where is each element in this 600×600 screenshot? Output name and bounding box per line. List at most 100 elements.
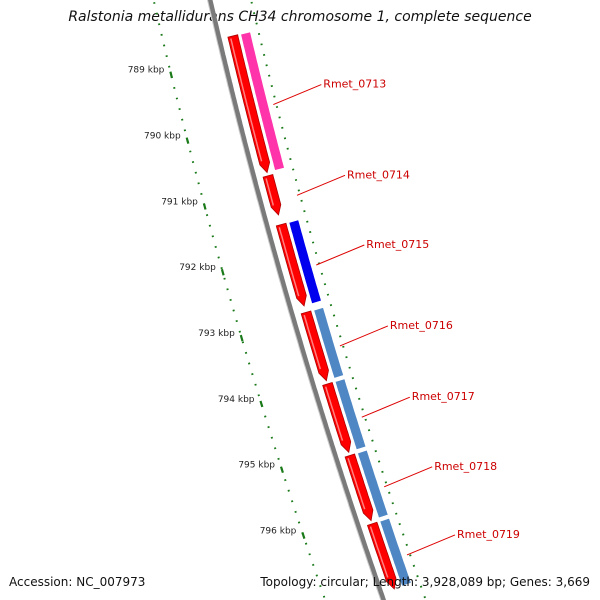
gc-dot — [267, 426, 270, 429]
gene-arrow-highlight — [347, 458, 366, 510]
topology-label: Topology: circular; Length: 3,928,089 bp… — [260, 575, 590, 589]
gene-label: Rmet_0718 — [434, 460, 497, 473]
gc-dot — [342, 345, 345, 348]
feature-bar — [313, 306, 345, 379]
gc-dot — [351, 377, 355, 380]
gene-arrow-highlight — [278, 227, 300, 297]
gc-dot — [251, 373, 254, 376]
chromosome-backbone — [207, 0, 387, 600]
gene-arrow — [262, 173, 282, 216]
gc-dot — [232, 309, 235, 312]
scale-tick-label: 794 kbp — [218, 395, 255, 405]
gene-arrow-highlight — [303, 314, 322, 370]
backbone-line — [207, 0, 387, 600]
scale-tick-label: 789 kbp — [128, 66, 165, 76]
gene-label: Rmet_0719 — [457, 528, 520, 541]
gc-dot — [319, 584, 322, 588]
scale-tick-label: 792 kbp — [179, 263, 216, 273]
gc-dot — [364, 418, 367, 421]
gene-labels: Rmet_0713 Rmet_0714 Rmet_0715 Rmet_0716 Rmet… — [273, 78, 520, 556]
gc-dot — [244, 351, 248, 354]
gc-dot — [367, 429, 371, 432]
scale-tick-label: 795 kbp — [238, 461, 275, 471]
gene-arrow-highlight — [230, 38, 263, 162]
gc-dot — [412, 564, 416, 567]
gene-leader-line — [316, 244, 365, 266]
gene-label: Rmet_0713 — [323, 78, 386, 91]
gc-dot — [304, 542, 308, 545]
gc-dot — [374, 450, 377, 453]
scale-tick — [220, 268, 225, 276]
outer-gc-track — [250, 1, 426, 599]
gc-dot — [205, 214, 209, 217]
gene-leader-line — [406, 534, 456, 556]
gc-dot — [339, 335, 342, 338]
gene-leader-line — [384, 466, 433, 488]
gc-dot — [322, 595, 326, 598]
gc-dot — [377, 460, 381, 463]
gc-dot — [254, 383, 257, 386]
gene-label: Rmet_0717 — [412, 390, 475, 403]
gc-dot — [226, 288, 229, 291]
feature-bar — [240, 31, 285, 171]
feature-bar — [379, 517, 412, 587]
feature-bar — [334, 378, 367, 451]
gc-dot — [388, 491, 391, 494]
feature-bar — [288, 219, 322, 305]
gc-dot — [277, 457, 280, 460]
gc-dot — [419, 585, 423, 588]
gc-dot — [332, 314, 336, 317]
gc-dot — [311, 563, 315, 567]
gc-dot — [381, 470, 384, 473]
feature-bar — [357, 449, 389, 519]
scale-tick — [169, 71, 173, 79]
scale-tick-label: 791 kbp — [161, 197, 198, 207]
gc-dot — [217, 256, 220, 259]
backbone-edge — [207, 0, 382, 600]
gc-dot — [371, 439, 374, 442]
gene-leader-line — [361, 396, 410, 418]
gc-dot — [264, 415, 267, 418]
gc-dot — [409, 554, 412, 557]
accession-label: Accession: NC_007973 — [9, 575, 146, 589]
scale-tick-label: 796 kbp — [260, 527, 297, 537]
scale-tick-label: 790 kbp — [144, 132, 181, 142]
scale-tick — [301, 532, 306, 539]
gene-label: Rmet_0714 — [347, 168, 410, 181]
gene-label: Rmet_0716 — [390, 319, 453, 332]
gc-dot — [361, 408, 364, 411]
gc-dot — [287, 489, 290, 492]
gc-dot — [270, 436, 274, 439]
gc-dot — [348, 366, 351, 369]
gc-dot — [284, 478, 287, 482]
gc-dot — [405, 543, 408, 546]
gc-dot — [297, 521, 301, 524]
gene-leader-line — [273, 84, 322, 106]
gc-dot — [402, 533, 405, 536]
gc-dot — [315, 574, 319, 577]
gc-dot — [395, 512, 398, 515]
gc-dot — [398, 522, 401, 526]
inner-gc-track — [153, 1, 326, 598]
feature-track — [240, 31, 412, 587]
gc-dot — [294, 510, 297, 514]
gene-leader-line — [296, 174, 346, 196]
gc-dot — [257, 394, 260, 397]
gc-dot — [290, 500, 294, 503]
gc-dot — [345, 356, 348, 359]
gc-dot — [273, 447, 277, 450]
cds-track — [227, 34, 397, 590]
gc-dot — [354, 387, 358, 390]
gc-dot — [320, 272, 324, 275]
scale-tick — [259, 400, 264, 408]
scale-tick-label: 793 kbp — [198, 329, 235, 339]
scale-tick — [279, 466, 284, 474]
gene-arrow-highlight — [369, 526, 389, 578]
scale-ticks: 789 kbp 790 kbp 791 kbp 792 kbp 793 kbp 794 k… — [128, 66, 306, 539]
gc-dot — [323, 283, 327, 286]
gc-dot — [391, 502, 394, 505]
gene-leader-line — [339, 325, 389, 347]
map-title: Ralstonia metallidurans CH34 chromosome … — [68, 9, 532, 25]
scale-tick — [239, 334, 244, 342]
gc-dot — [358, 397, 361, 400]
